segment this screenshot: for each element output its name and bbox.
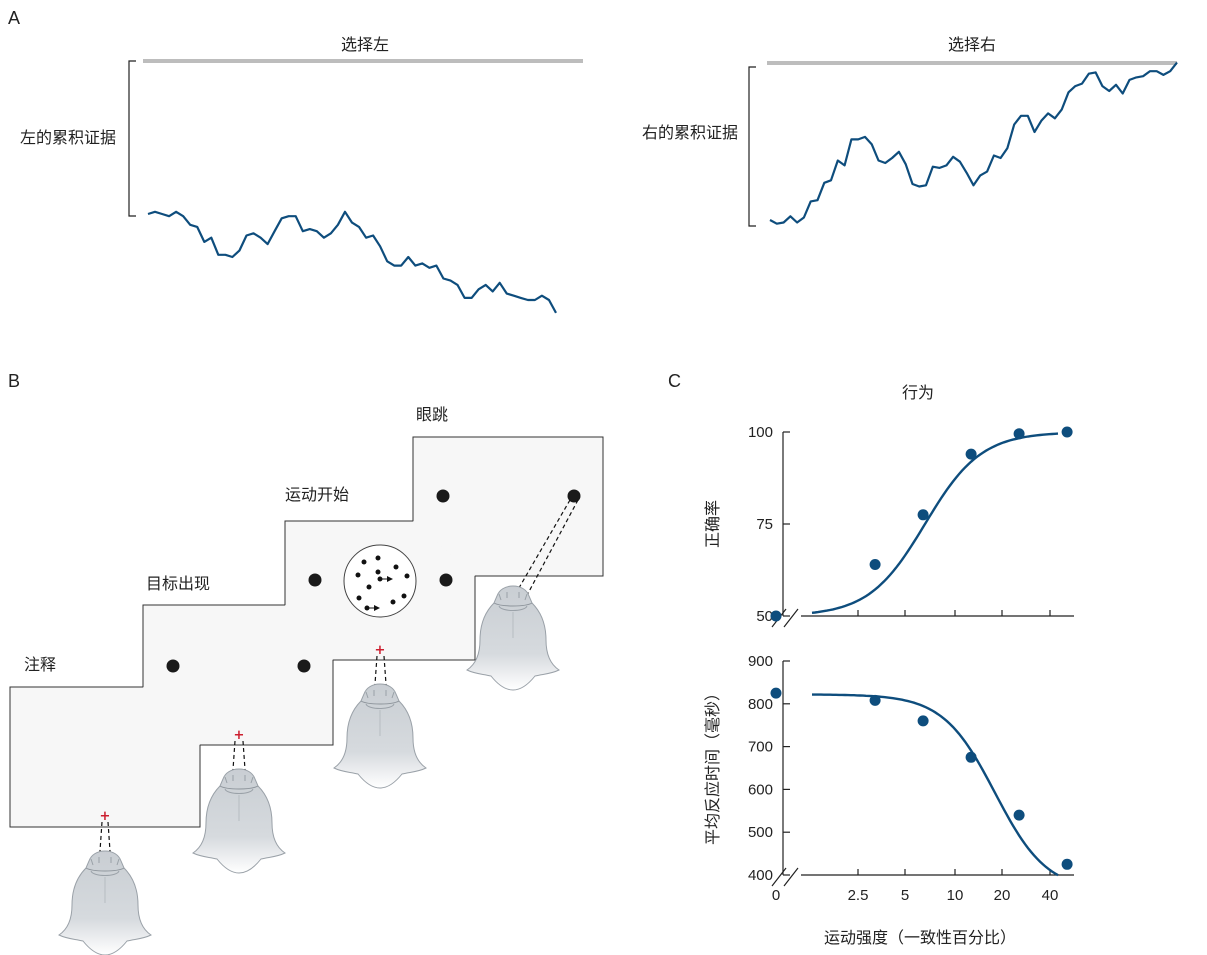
data-point xyxy=(770,687,782,699)
data-point xyxy=(770,610,782,622)
target-dot-right xyxy=(567,489,581,503)
panel-letter-b: B xyxy=(8,371,20,391)
data-point xyxy=(1013,428,1025,440)
evidence-bracket-left xyxy=(128,60,136,217)
evidence-trace-right xyxy=(769,61,1178,225)
y-ticks-top: 100 75 50 xyxy=(748,424,790,625)
y-tick-label: 600 xyxy=(748,781,773,798)
data-points-top xyxy=(770,426,1073,622)
monkey-head xyxy=(192,768,286,874)
target-dot-right xyxy=(297,659,311,673)
data-point xyxy=(1013,809,1025,821)
x-tick-label: 20 xyxy=(994,887,1011,904)
evidence-label-left: 左的累积证据 xyxy=(20,128,116,147)
bound-label-left: 选择左 xyxy=(341,35,389,54)
data-point xyxy=(1061,858,1073,870)
data-point xyxy=(965,448,977,460)
y-tick-label: 400 xyxy=(748,867,773,884)
x-ticks-top xyxy=(857,610,1051,616)
x-axis-label: 运动强度（一致性百分比） xyxy=(824,928,1016,947)
y-axis-label-bottom: 平均反应时间（毫秒） xyxy=(703,685,722,845)
chart-title: 行为 xyxy=(902,383,934,402)
stage-label-annotation: 注释 xyxy=(24,655,56,674)
y-tick-label: 900 xyxy=(748,653,773,670)
target-dot-left xyxy=(308,573,322,587)
y-tick-label: 75 xyxy=(756,516,773,533)
fit-curve-top xyxy=(811,432,1059,614)
panel-a-left: 选择左 左的累积证据 xyxy=(20,35,583,314)
x-ticks-bottom: 0 2.5 5 10 20 40 xyxy=(772,869,1059,904)
data-point xyxy=(965,751,977,763)
target-dot-right xyxy=(439,573,453,587)
data-point xyxy=(1061,426,1073,438)
target-dot-left xyxy=(166,659,180,673)
y-axis-label-top: 正确率 xyxy=(703,500,722,548)
x-tick-label: 5 xyxy=(901,887,909,904)
data-point xyxy=(917,715,929,727)
data-points-bottom xyxy=(770,687,1073,870)
y-tick-label: 500 xyxy=(748,824,773,841)
gaze-line xyxy=(372,655,389,713)
fixation-cross: + xyxy=(375,643,386,658)
data-point xyxy=(869,694,881,706)
y-ticks-bottom: 900 800 700 600 500 400 xyxy=(748,653,790,884)
target-dot-left xyxy=(436,489,450,503)
monkey-head xyxy=(58,850,152,955)
monkey-head xyxy=(333,683,427,789)
y-tick-label: 800 xyxy=(748,696,773,713)
random-dots xyxy=(355,555,410,611)
stage-screen-motion: 运动开始 + xyxy=(284,485,476,789)
axis-break-bottom xyxy=(771,867,799,887)
x-tick-label: 2.5 xyxy=(848,887,869,904)
y-tick-label: 700 xyxy=(748,739,773,756)
fixation-cross: + xyxy=(234,728,245,743)
monkey-head xyxy=(466,585,560,691)
stage-screen-targets: 目标出现 + xyxy=(142,574,334,874)
evidence-bracket-right xyxy=(748,66,756,227)
x-tick-label: 40 xyxy=(1042,887,1059,904)
x-tick-label: 10 xyxy=(947,887,964,904)
stage-label-targets: 目标出现 xyxy=(146,574,210,593)
panel-a-right: 选择右 右的累积证据 xyxy=(642,35,1178,227)
panel-letter-c: C xyxy=(668,371,681,391)
stage-label-saccade: 眼跳 xyxy=(416,405,448,424)
data-point xyxy=(869,559,881,570)
stage-label-motion: 运动开始 xyxy=(285,485,349,504)
evidence-trace-left xyxy=(147,210,557,314)
stage-screen-saccade: 眼跳 xyxy=(412,405,604,691)
panel-letter-a: A xyxy=(8,8,20,28)
bound-label-right: 选择右 xyxy=(948,35,996,54)
screen-frame xyxy=(412,436,604,577)
y-tick-label: 100 xyxy=(748,424,773,441)
fit-curve-bottom xyxy=(812,693,1059,877)
y-tick-label: 50 xyxy=(756,608,773,625)
x-tick-label: 0 xyxy=(772,887,780,904)
fixation-cross: + xyxy=(100,809,111,824)
evidence-label-right: 右的累积证据 xyxy=(642,123,738,142)
data-point xyxy=(917,509,929,521)
gaze-line xyxy=(97,821,113,881)
